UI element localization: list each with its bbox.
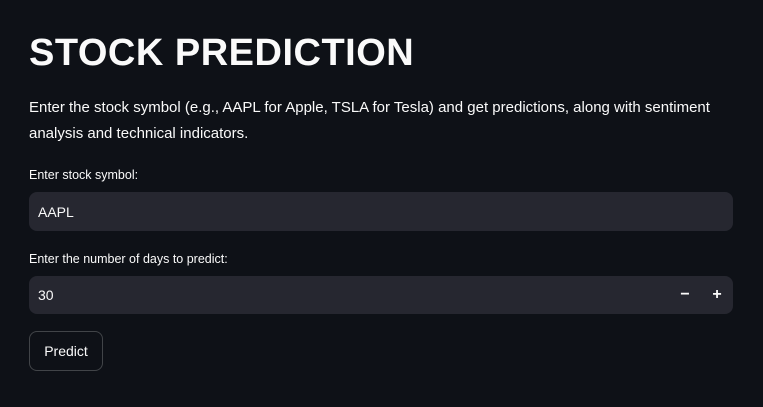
decrement-button[interactable]: − bbox=[680, 286, 690, 303]
increment-button[interactable]: + bbox=[712, 286, 722, 303]
stock-symbol-input[interactable] bbox=[29, 192, 733, 231]
page-description: Enter the stock symbol (e.g., AAPL for A… bbox=[29, 99, 710, 142]
days-to-predict-label: Enter the number of days to predict: bbox=[29, 252, 228, 266]
days-to-predict-input[interactable] bbox=[29, 276, 649, 314]
days-to-predict-stepper: − + bbox=[29, 276, 733, 314]
page-title: STOCK PREDICTION bbox=[29, 32, 415, 74]
predict-button[interactable]: Predict bbox=[29, 331, 103, 371]
stock-symbol-label: Enter stock symbol: bbox=[29, 168, 139, 182]
